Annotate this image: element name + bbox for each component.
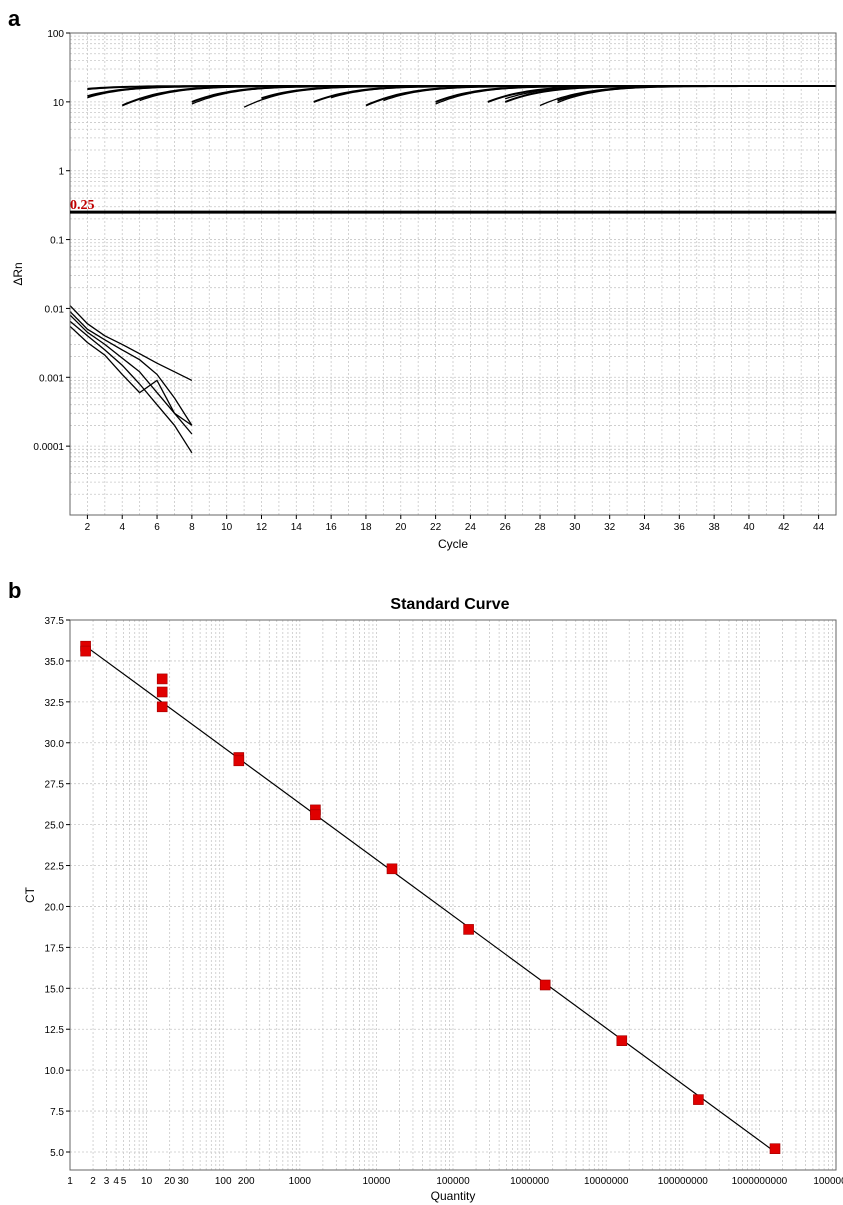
standard-curve-points — [80, 640, 781, 1154]
x-tick-label: 44 — [813, 522, 825, 533]
x-tick-label: 6 — [154, 522, 160, 533]
y-tick-label: 100 — [47, 29, 64, 40]
data-point — [463, 924, 474, 935]
x-tick-label: 2 — [85, 522, 91, 533]
x-tick-label: 10 — [221, 522, 233, 533]
y-tick-label: 1 — [58, 167, 64, 178]
data-point — [539, 979, 551, 991]
y-tick-label: 10 — [53, 98, 65, 109]
y-tick-label: 0.001 — [39, 373, 64, 384]
x-tick-label: 42 — [778, 522, 790, 533]
panel-letter-a: a — [8, 6, 21, 31]
standard-curve-ticks: 1 2 3 4 5 10 20 30 100 200 1000 10000 100000 1000000 1… — [45, 616, 843, 1187]
data-point — [156, 673, 168, 685]
x-tick-label: 3 — [104, 1176, 110, 1187]
amplification-x-axis-label: Cycle — [438, 537, 468, 551]
data-point — [80, 645, 91, 657]
x-tick-label: 10 — [141, 1176, 153, 1187]
y-tick-label: 37.5 — [45, 616, 65, 627]
y-tick-label: 0.1 — [50, 236, 64, 247]
amplification-y-axis-label: ΔRn — [11, 262, 25, 285]
x-tick-label: 34 — [639, 522, 651, 533]
y-tick-label: 20.0 — [45, 902, 65, 913]
x-tick-label: 4 — [119, 522, 125, 533]
amplification-ticks: 2 4 6 8 10 12 14 16 18 20 22 24 26 28 30 32 34 36 38 40 42 44… — [33, 29, 824, 533]
x-tick-label: 100000000 — [658, 1176, 708, 1187]
data-point — [693, 1094, 704, 1105]
standard-curve-fit-line — [85, 645, 776, 1153]
x-tick-label: 16 — [326, 522, 338, 533]
amplification-grid — [70, 33, 836, 515]
amplification-plot: a 2 4 6 8 10 12 14 16 18 20 22 24 26 28 30 32 34 36 38 40 42… — [8, 6, 837, 551]
data-point — [156, 701, 168, 713]
data-point — [616, 1035, 628, 1046]
y-tick-label: 0.0001 — [33, 442, 64, 453]
data-point — [233, 755, 245, 767]
x-tick-label: 22 — [430, 522, 442, 533]
baseline-noise-trace — [69, 320, 193, 454]
x-tick-label: 36 — [674, 522, 686, 533]
baseline-noise-trace — [69, 325, 193, 426]
data-point — [310, 809, 321, 821]
y-tick-label: 25.0 — [45, 821, 65, 832]
x-tick-label: 100000 — [813, 1176, 843, 1187]
standard-curve-y-axis-label: CT — [23, 886, 37, 903]
standard-curve-plot: b Standard Curve 1 2 3 4 5 10 20 30 100 200 1000 10… — [8, 578, 843, 1203]
y-tick-label: 5.0 — [50, 1148, 64, 1159]
y-tick-label: 22.5 — [45, 862, 65, 873]
standard-curve-plot-frame — [69, 619, 837, 1171]
y-tick-label: 30.0 — [45, 739, 65, 750]
x-tick-label: 1000000 — [510, 1176, 549, 1187]
x-tick-label: 4 — [113, 1176, 119, 1187]
baseline-noise-trace — [69, 314, 193, 435]
x-tick-label: 30 — [178, 1176, 190, 1187]
data-point — [386, 863, 398, 875]
x-tick-label: 20 — [164, 1176, 176, 1187]
y-tick-label: 15.0 — [45, 984, 65, 995]
standard-curve-title: Standard Curve — [390, 596, 509, 613]
x-tick-label: 1000 — [289, 1176, 312, 1187]
x-tick-label: 38 — [709, 522, 721, 533]
x-tick-label: 100000 — [436, 1176, 470, 1187]
x-tick-label: 200 — [238, 1176, 255, 1187]
x-tick-label: 1 — [67, 1176, 73, 1187]
x-tick-label: 5 — [121, 1176, 127, 1187]
amplification-plot-frame — [69, 32, 837, 516]
x-tick-label: 30 — [569, 522, 581, 533]
x-tick-label: 40 — [743, 522, 755, 533]
y-tick-label: 0.01 — [45, 304, 65, 315]
threshold-label: 0.25 — [70, 198, 95, 213]
x-tick-label: 32 — [604, 522, 616, 533]
y-tick-label: 35.0 — [45, 657, 65, 668]
y-tick-label: 27.5 — [45, 780, 65, 791]
x-tick-label: 12 — [256, 522, 268, 533]
x-tick-label: 2 — [90, 1176, 96, 1187]
data-point — [156, 686, 168, 698]
amplification-curve — [557, 85, 836, 104]
y-tick-label: 17.5 — [45, 943, 65, 954]
x-tick-label: 18 — [360, 522, 372, 533]
panel-letter-b: b — [8, 578, 21, 603]
baseline-noise-trace — [69, 311, 193, 426]
y-tick-label: 12.5 — [45, 1025, 65, 1036]
x-tick-label: 10000000 — [584, 1176, 629, 1187]
x-tick-label: 1000000000 — [732, 1176, 788, 1187]
baseline-noise-trace — [69, 305, 193, 381]
standard-curve-x-axis-label: Quantity — [431, 1189, 476, 1203]
x-tick-label: 26 — [500, 522, 512, 533]
x-tick-label: 14 — [291, 522, 303, 533]
y-tick-label: 7.5 — [50, 1107, 64, 1118]
x-tick-label: 10000 — [362, 1176, 390, 1187]
x-tick-label: 20 — [395, 522, 407, 533]
x-tick-label: 8 — [189, 522, 195, 533]
y-tick-label: 10.0 — [45, 1066, 65, 1077]
x-tick-label: 28 — [534, 522, 546, 533]
x-tick-label: 24 — [465, 522, 477, 533]
data-point — [769, 1143, 781, 1154]
x-tick-label: 100 — [215, 1176, 232, 1187]
standard-curve-plot-area — [70, 620, 836, 1170]
y-tick-label: 32.5 — [45, 698, 65, 709]
amplification-curves — [69, 85, 836, 454]
